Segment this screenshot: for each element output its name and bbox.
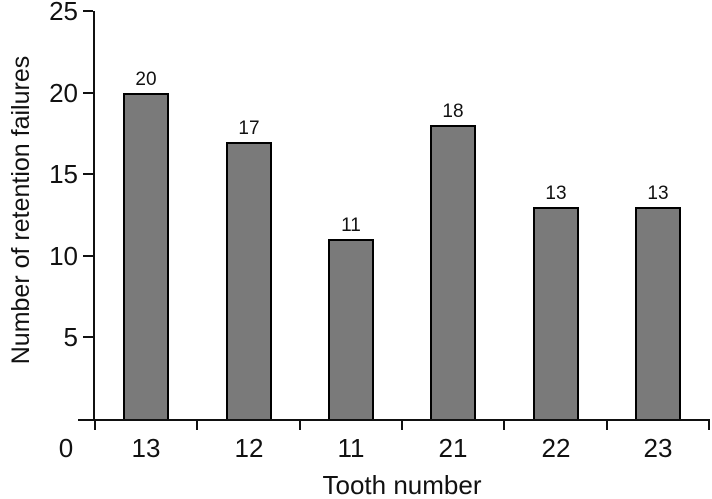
x-tick	[196, 421, 198, 430]
bar	[328, 239, 374, 419]
x-category-label: 11	[337, 433, 365, 463]
x-tick	[708, 421, 710, 430]
x-tick	[401, 421, 403, 430]
y-tick-label: 20	[49, 78, 78, 108]
y-tick-label: 10	[49, 241, 78, 271]
origin-label: 0	[58, 433, 74, 463]
bar-value-label: 18	[442, 101, 464, 122]
x-category-label: 22	[541, 433, 571, 463]
x-tick	[503, 421, 505, 430]
bar-value-label: 11	[341, 215, 361, 236]
x-axis-line	[78, 419, 710, 421]
x-category-label: 12	[234, 433, 264, 463]
y-tick-label: 25	[49, 0, 78, 26]
bar-value-label: 20	[135, 69, 157, 90]
y-axis-line	[93, 11, 95, 421]
y-tick-label: 15	[49, 159, 78, 189]
y-tick	[83, 336, 93, 338]
bar	[226, 142, 272, 419]
y-tick-label: 5	[63, 322, 78, 352]
x-category-label: 23	[643, 433, 673, 463]
y-tick	[83, 10, 93, 12]
bar-value-label: 17	[238, 118, 260, 139]
x-category-label: 13	[131, 433, 161, 463]
x-axis-title: Tooth number	[322, 470, 482, 499]
y-tick	[83, 173, 93, 175]
x-tick	[606, 421, 608, 430]
bar-value-label: 13	[647, 183, 669, 204]
bar	[635, 207, 681, 419]
y-tick	[83, 255, 93, 257]
bar	[123, 93, 169, 419]
bar	[533, 207, 579, 419]
x-tick	[94, 421, 96, 430]
bar-value-label: 13	[545, 183, 567, 204]
x-category-label: 21	[438, 433, 468, 463]
y-tick	[83, 92, 93, 94]
x-tick	[299, 421, 301, 430]
bar	[430, 125, 476, 419]
